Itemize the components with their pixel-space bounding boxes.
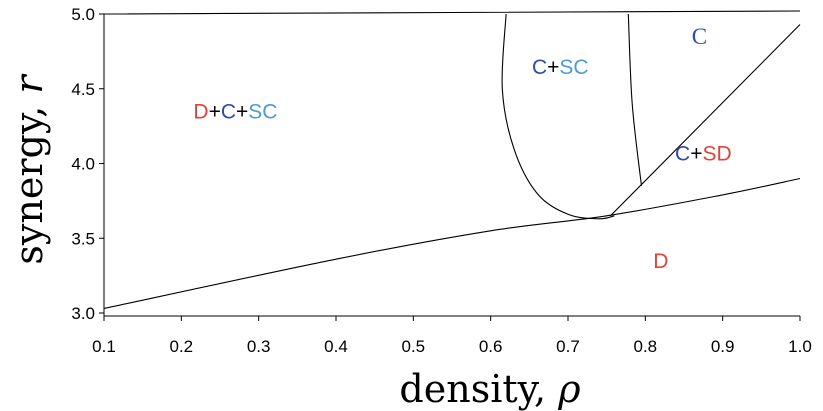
region-d-c-sc: D+C+SC bbox=[193, 101, 277, 124]
x-axis-title: density, ρ bbox=[399, 367, 581, 411]
y-axis-title: synergy, r bbox=[7, 73, 51, 265]
region-c-part: C bbox=[692, 24, 707, 49]
series-sd-boundary bbox=[610, 24, 801, 217]
x-tick-label: 0.8 bbox=[634, 337, 658, 356]
y-axis-ticks: 3.0 3.5 4.0 4.5 5.0 bbox=[71, 5, 104, 323]
region-c: C bbox=[692, 24, 707, 49]
region-c-sc-part: SC bbox=[559, 56, 588, 79]
region-c-sd: C+SD bbox=[675, 143, 732, 166]
region-c-sd-part: + bbox=[690, 143, 702, 166]
series-lower-boundary bbox=[103, 177, 801, 310]
x-tick-label: 0.5 bbox=[402, 337, 426, 356]
series-sc-boundary-right bbox=[627, 13, 643, 186]
series-sc-boundary-left bbox=[501, 13, 615, 220]
region-c-sd-part: SD bbox=[702, 143, 731, 166]
x-tick-label: 0.4 bbox=[324, 337, 348, 356]
y-tick-label: 5.0 bbox=[71, 5, 95, 24]
x-tick-label: 0.9 bbox=[711, 337, 735, 356]
region-d-c-sc-part: D bbox=[193, 101, 208, 124]
x-tick-label: 0.1 bbox=[92, 337, 116, 356]
region-d-c-sc-part: + bbox=[236, 101, 248, 124]
region-d-c-sc-part: SC bbox=[248, 101, 277, 124]
x-tick-label: 0.3 bbox=[247, 337, 271, 356]
x-axis-ticks: 0.1 0.2 0.3 0.4 0.5 0.6 0.7 0.8 0.9 1.0 bbox=[92, 316, 812, 356]
region-c-sc-part: C bbox=[532, 56, 547, 79]
region-d: D bbox=[653, 250, 668, 273]
x-tick-label: 0.2 bbox=[170, 337, 194, 356]
region-d-part: D bbox=[653, 250, 668, 273]
y-tick-label: 3.0 bbox=[71, 304, 95, 323]
y-axis-title-symbol: r bbox=[7, 73, 51, 94]
region-d-c-sc-part: + bbox=[209, 101, 221, 124]
x-tick-label: 0.6 bbox=[479, 337, 503, 356]
region-c-sc: C+SC bbox=[532, 56, 589, 79]
x-tick-label: 0.7 bbox=[556, 337, 580, 356]
y-tick-label: 4.5 bbox=[71, 80, 95, 99]
region-c-sd-part: C bbox=[675, 143, 690, 166]
series-top-boundary bbox=[103, 10, 801, 15]
x-axis-title-text: density, bbox=[399, 367, 558, 411]
x-tick-label: 1.0 bbox=[788, 337, 812, 356]
y-tick-label: 3.5 bbox=[71, 229, 95, 248]
region-c-sc-part: + bbox=[547, 56, 559, 79]
y-tick-label: 4.0 bbox=[71, 155, 95, 174]
region-d-c-sc-part: C bbox=[221, 101, 236, 124]
boundary-curves bbox=[103, 10, 801, 317]
y-axis-title-text: synergy, bbox=[7, 94, 51, 265]
x-axis-title-symbol: ρ bbox=[557, 367, 581, 411]
